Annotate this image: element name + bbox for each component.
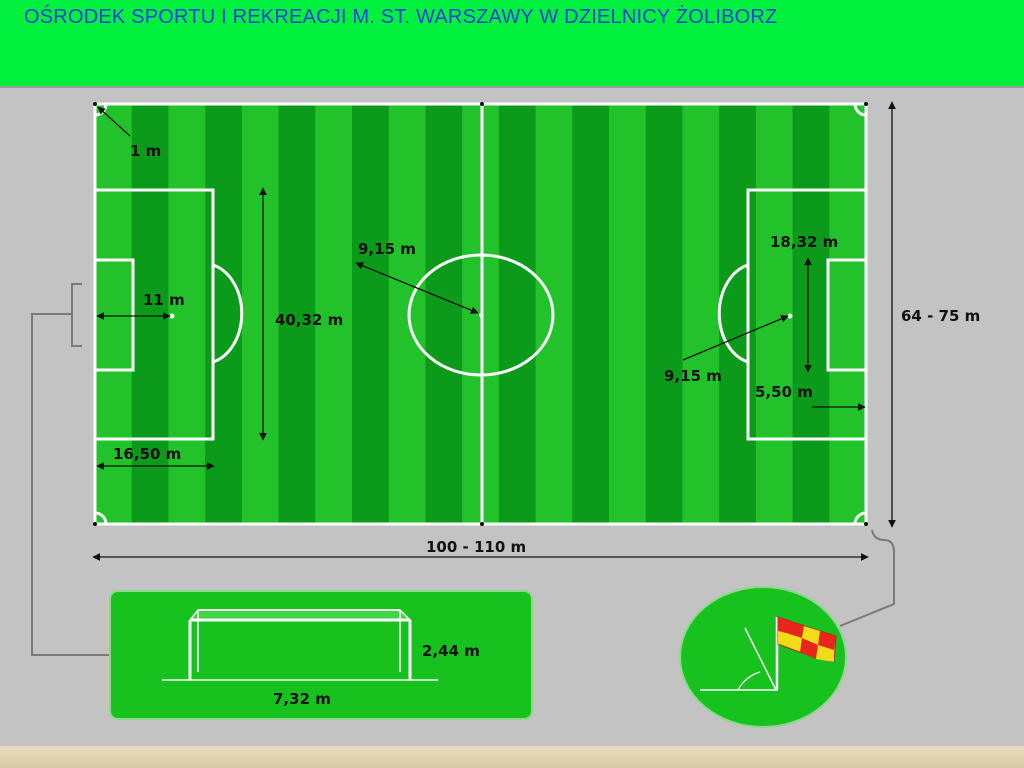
grass-stripe: [682, 104, 720, 524]
goal-connector: [31, 313, 110, 656]
corner-arc-br: [853, 511, 867, 525]
corner-flag-icon: [700, 616, 837, 691]
label-penalty-width: 40,32 m: [275, 311, 343, 329]
grass-stripe: [168, 104, 206, 524]
right-penalty-arc: [717, 263, 749, 364]
grass-stripe: [388, 104, 426, 524]
grass-stripe: [278, 104, 316, 524]
label-penalty-depth: 16,50 m: [113, 445, 181, 463]
center-circle: [407, 253, 555, 377]
arc-radius-arrow: [682, 315, 789, 361]
grass-stripe: [609, 104, 647, 524]
label-goal-area-width: 18,32 m: [770, 233, 838, 251]
grass-stripe: [792, 104, 830, 524]
corner-arrow: [97, 106, 131, 137]
halfway-dot-bottom: [480, 522, 484, 526]
label-field-length: 100 - 110 m: [426, 538, 526, 556]
label-arc-radius: 9,15 m: [664, 367, 722, 385]
corner-flag-panel: [679, 586, 847, 728]
corner-dot-tl: [93, 102, 97, 106]
center-radius-arrow: [355, 262, 479, 314]
right-goal-area: [826, 258, 868, 372]
grass-stripe: [425, 104, 463, 524]
corner-dot-br: [864, 522, 868, 526]
footer-strip: [0, 746, 1024, 768]
label-corner: 1 m: [130, 142, 161, 160]
grass-stripe: [241, 104, 280, 524]
halfway-dot-top: [480, 102, 484, 106]
grass-stripe: [719, 104, 757, 524]
label-penalty-spot: 11 m: [143, 291, 185, 309]
center-spot: [479, 313, 483, 317]
grass-stripe: [572, 104, 610, 524]
grass-stripe: [645, 104, 683, 524]
left-penalty-arc: [212, 263, 244, 364]
label-field-width: 64 - 75 m: [901, 307, 980, 325]
grass-stripe: [205, 104, 243, 524]
left-penalty-spot: [169, 313, 175, 319]
dimension-arrows: [92, 101, 896, 561]
connector-lines: [31, 283, 895, 656]
page-title: OŚRODEK SPORTU I REKREACJI M. ST. WARSZA…: [24, 6, 778, 28]
goal-panel: [109, 590, 533, 720]
label-goal-height: 2,44 m: [422, 642, 480, 660]
label-center-radius: 9,15 m: [358, 240, 416, 258]
corner-dot-bl: [93, 522, 97, 526]
grass-stripe: [755, 104, 794, 524]
corner-dot-tr: [864, 102, 868, 106]
header-bar: OŚRODEK SPORTU I REKREACJI M. ST. WARSZA…: [0, 0, 1024, 86]
grass-stripe: [352, 104, 390, 524]
goal-icon: [162, 609, 438, 681]
goal-bracket: [71, 283, 82, 347]
corner-arc-tr: [853, 103, 867, 117]
grass-stripe: [498, 104, 537, 524]
label-goal-area-depth: 5,50 m: [755, 383, 813, 401]
grass-stripe: [829, 104, 867, 524]
right-penalty-spot: [787, 313, 793, 319]
label-goal-width: 7,32 m: [273, 690, 331, 708]
flag-connector: [839, 529, 895, 627]
corner-arc-bl: [94, 511, 108, 525]
grass-stripe: [315, 104, 353, 524]
